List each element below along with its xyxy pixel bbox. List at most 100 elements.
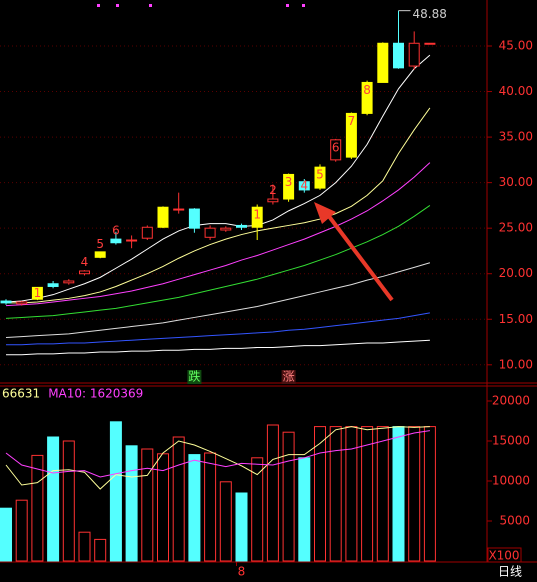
candle-label: 4 — [81, 255, 89, 269]
candle-body — [31, 286, 43, 300]
ma-line — [5, 204, 431, 319]
candle-body — [298, 181, 310, 191]
volume-bar — [361, 426, 374, 562]
candle-label: 5 — [316, 168, 324, 182]
candle-body — [141, 226, 153, 239]
volume-bar — [15, 499, 28, 562]
y-tick-label: 15000 — [492, 434, 530, 448]
candle-body — [79, 270, 90, 275]
ma-line — [5, 54, 431, 303]
candle-label: 7 — [348, 114, 356, 128]
y-tick-label: 5000 — [499, 514, 530, 528]
period-label: 日线 — [498, 565, 522, 579]
candle-label: 4 — [300, 178, 308, 192]
candle-body — [330, 139, 342, 161]
candle-label: 6 — [332, 140, 340, 154]
volume-bar — [251, 457, 264, 562]
candle-body — [173, 208, 185, 211]
candle-body — [267, 198, 279, 203]
candle-body — [204, 227, 216, 238]
volume-bar — [329, 426, 342, 562]
candle-body — [63, 280, 75, 284]
volume-bar — [94, 538, 107, 562]
volume-bar — [47, 436, 60, 562]
signal-label: 涨 — [283, 369, 295, 384]
volume-bar — [188, 454, 201, 562]
volume-bar — [266, 424, 279, 562]
max-label: 48.88 — [413, 7, 447, 21]
candle-body — [424, 42, 436, 45]
y-tick-label: 25.00 — [499, 221, 533, 235]
candle-body — [220, 227, 232, 231]
y-tick-label: 15.00 — [499, 312, 533, 326]
candle-body — [94, 251, 106, 258]
plot: 45.00 40.00 35.00 30.00 25.00 20.00 15.00 10.00… — [0, 7, 533, 579]
candle-body — [110, 238, 122, 244]
ma-line — [5, 162, 431, 307]
y-tick-label: 35.00 — [499, 130, 533, 144]
signal-box — [187, 370, 202, 384]
unit-label: X100 — [488, 549, 519, 563]
volume-bar — [392, 426, 405, 562]
legend-entry: MA10: 1620369 — [48, 387, 143, 401]
unit-box — [487, 547, 522, 563]
volume-bar — [314, 426, 326, 562]
candle-label: 8 — [363, 83, 371, 97]
arrow — [314, 202, 394, 302]
ma-line — [5, 262, 431, 338]
candle-body — [377, 42, 389, 83]
ma-line — [6, 339, 430, 356]
x-tick-label: 8 — [238, 565, 246, 579]
candle-body — [345, 112, 357, 158]
candle-body — [47, 283, 59, 287]
volume-bar — [31, 454, 44, 562]
volume-bar — [298, 457, 311, 562]
volume-bar — [376, 426, 389, 562]
candle-body — [283, 173, 295, 200]
ma-line — [6, 312, 430, 346]
candle-body — [126, 239, 138, 242]
volume-bar — [172, 436, 185, 562]
y-tick-label: 40.00 — [499, 84, 533, 98]
candle-label: 6 — [112, 223, 120, 237]
volume-bar — [219, 481, 232, 562]
candle-body — [314, 166, 326, 189]
y-tick-label: 20.00 — [499, 266, 533, 280]
candle-label: 5 — [96, 237, 104, 251]
candle-label: 1 — [253, 208, 261, 222]
top-dots — [97, 4, 305, 7]
legend-entry: 66631 — [2, 387, 40, 401]
y-tick-label: 20000 — [492, 394, 530, 408]
volume-bar — [235, 492, 248, 562]
candle-label: 3 — [285, 175, 293, 189]
volume-bar — [78, 531, 91, 562]
volume-bar — [125, 445, 138, 562]
candle-body — [361, 81, 373, 114]
volume-bar — [62, 440, 75, 562]
signal-box — [281, 370, 296, 384]
candle-body — [16, 301, 28, 305]
candle-label: 2 — [269, 183, 277, 197]
signal-label: 跌 — [188, 369, 200, 384]
candle-body — [393, 42, 404, 69]
candle-body — [251, 206, 263, 228]
volume-bar — [408, 426, 421, 562]
candle-label: 1 — [34, 286, 42, 300]
candle-body — [188, 208, 200, 229]
volume-ma-line — [5, 430, 430, 478]
candle-body — [236, 224, 247, 228]
ma-line — [6, 107, 431, 304]
candle-body — [408, 42, 420, 67]
volume-bar — [204, 452, 217, 562]
volume-bar — [109, 421, 122, 562]
volume-bar — [282, 431, 295, 562]
volume-bar — [141, 448, 154, 562]
y-tick-label: 45.00 — [499, 38, 533, 52]
y-tick-label: 30.00 — [499, 175, 533, 189]
y-tick-label: 10.00 — [499, 357, 533, 371]
y-tick-label: 10000 — [492, 474, 530, 488]
candle-body — [157, 206, 169, 228]
